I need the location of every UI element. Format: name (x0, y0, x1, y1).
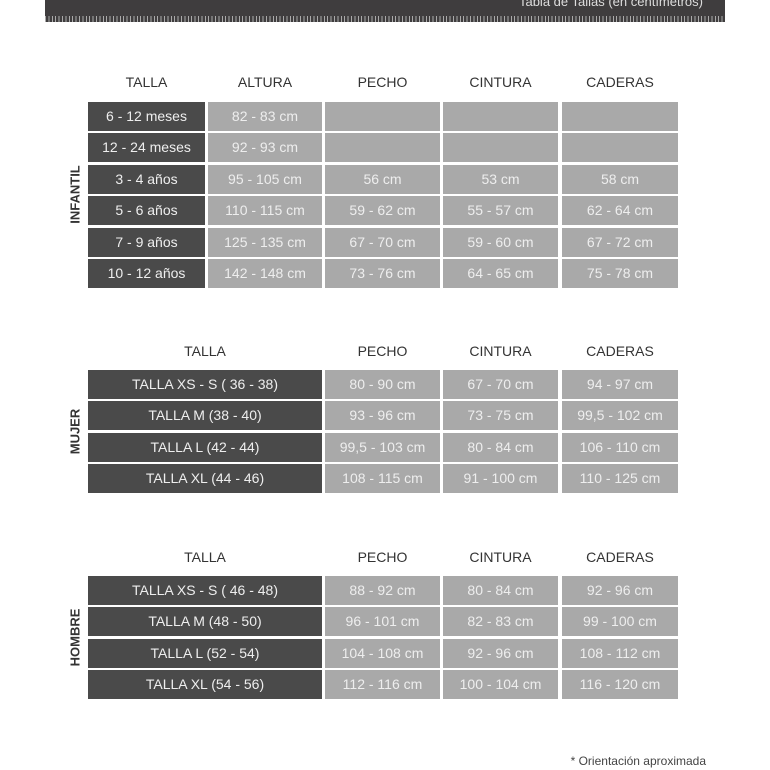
size-label-cell: 5 - 6 años (88, 196, 205, 225)
measurement-cell: 92 - 93 cm (208, 133, 322, 162)
measurement-cell: 99 - 100 cm (562, 607, 678, 636)
measurement-cell: 64 - 65 cm (443, 259, 558, 288)
measurement-cell: 58 cm (562, 165, 678, 194)
measurement-cell: 108 - 112 cm (562, 639, 678, 668)
header-title: Tabla de Tallas (en centímetros) (518, 0, 703, 9)
measurement-cell: 100 - 104 cm (443, 670, 558, 699)
size-label-cell: 6 - 12 meses (88, 102, 205, 131)
measurement-cell (325, 102, 440, 131)
footnote: * Orientación aproximada (570, 754, 706, 768)
measurement-cell: 67 - 70 cm (443, 370, 558, 399)
measurement-cell: 67 - 70 cm (325, 228, 440, 257)
section-label: INFANTIL (67, 165, 83, 224)
measurement-cell: 110 - 115 cm (208, 196, 322, 225)
size-label-cell: 12 - 24 meses (88, 133, 205, 162)
measurement-cell: 82 - 83 cm (443, 607, 558, 636)
column-header: ALTURA (237, 74, 293, 90)
measurement-cell: 80 - 84 cm (443, 433, 558, 462)
measurement-cell (443, 133, 558, 162)
column-header: CINTURA (469, 549, 532, 565)
measurement-cell: 112 - 116 cm (325, 670, 440, 699)
column-header: PECHO (357, 549, 408, 565)
measurement-cell (562, 102, 678, 131)
measurement-cell: 80 - 90 cm (325, 370, 440, 399)
measurement-cell: 80 - 84 cm (443, 576, 558, 605)
measurement-cell: 94 - 97 cm (562, 370, 678, 399)
measurement-cell (325, 133, 440, 162)
measurement-cell: 95 - 105 cm (208, 165, 322, 194)
size-label-cell: TALLA XS - S ( 46 - 48) (88, 576, 322, 605)
measurement-cell: 116 - 120 cm (562, 670, 678, 699)
size-label-cell: 7 - 9 años (88, 228, 205, 257)
measurement-cell (562, 133, 678, 162)
size-label-cell: TALLA XS - S ( 36 - 38) (88, 370, 322, 399)
measurement-cell: 92 - 96 cm (443, 639, 558, 668)
measurement-cell: 73 - 75 cm (443, 401, 558, 430)
size-label-cell: TALLA L (52 - 54) (88, 639, 322, 668)
measurement-cell: 75 - 78 cm (562, 259, 678, 288)
header-banner: Tabla de Tallas (en centímetros) (45, 0, 725, 22)
measurement-cell: 59 - 60 cm (443, 228, 558, 257)
measurement-cell: 99,5 - 103 cm (325, 433, 440, 462)
measurement-cell (443, 102, 558, 131)
size-label-cell: 3 - 4 años (88, 165, 205, 194)
size-label-cell: TALLA XL (54 - 56) (88, 670, 322, 699)
size-label-cell: TALLA L (42 - 44) (88, 433, 322, 462)
column-header: CADERAS (586, 549, 654, 565)
measurement-cell: 96 - 101 cm (325, 607, 440, 636)
measurement-cell: 99,5 - 102 cm (562, 401, 678, 430)
measurement-cell: 88 - 92 cm (325, 576, 440, 605)
ruler-decoration (45, 16, 725, 22)
column-header: CINTURA (469, 343, 532, 359)
section-label: MUJER (67, 408, 83, 455)
measurement-cell: 91 - 100 cm (443, 464, 558, 493)
column-header: TALLA (184, 549, 226, 565)
measurement-cell: 56 cm (325, 165, 440, 194)
section-label: HOMBRE (67, 608, 83, 667)
measurement-cell: 93 - 96 cm (325, 401, 440, 430)
size-label-cell: TALLA M (38 - 40) (88, 401, 322, 430)
measurement-cell: 67 - 72 cm (562, 228, 678, 257)
measurement-cell: 92 - 96 cm (562, 576, 678, 605)
measurement-cell: 125 - 135 cm (208, 228, 322, 257)
measurement-cell: 62 - 64 cm (562, 196, 678, 225)
measurement-cell: 55 - 57 cm (443, 196, 558, 225)
column-header: CADERAS (586, 74, 654, 90)
measurement-cell: 73 - 76 cm (325, 259, 440, 288)
size-label-cell: 10 - 12 años (88, 259, 205, 288)
column-header: CADERAS (586, 343, 654, 359)
measurement-cell: 104 - 108 cm (325, 639, 440, 668)
size-label-cell: TALLA XL (44 - 46) (88, 464, 322, 493)
measurement-cell: 110 - 125 cm (562, 464, 678, 493)
measurement-cell: 142 - 148 cm (208, 259, 322, 288)
column-header: PECHO (357, 343, 408, 359)
size-label-cell: TALLA M (48 - 50) (88, 607, 322, 636)
measurement-cell: 82 - 83 cm (208, 102, 322, 131)
measurement-cell: 108 - 115 cm (325, 464, 440, 493)
measurement-cell: 59 - 62 cm (325, 196, 440, 225)
column-header: PECHO (357, 74, 408, 90)
column-header: CINTURA (469, 74, 532, 90)
column-header: TALLA (184, 343, 226, 359)
measurement-cell: 53 cm (443, 165, 558, 194)
column-header: TALLA (125, 74, 168, 90)
measurement-cell: 106 - 110 cm (562, 433, 678, 462)
